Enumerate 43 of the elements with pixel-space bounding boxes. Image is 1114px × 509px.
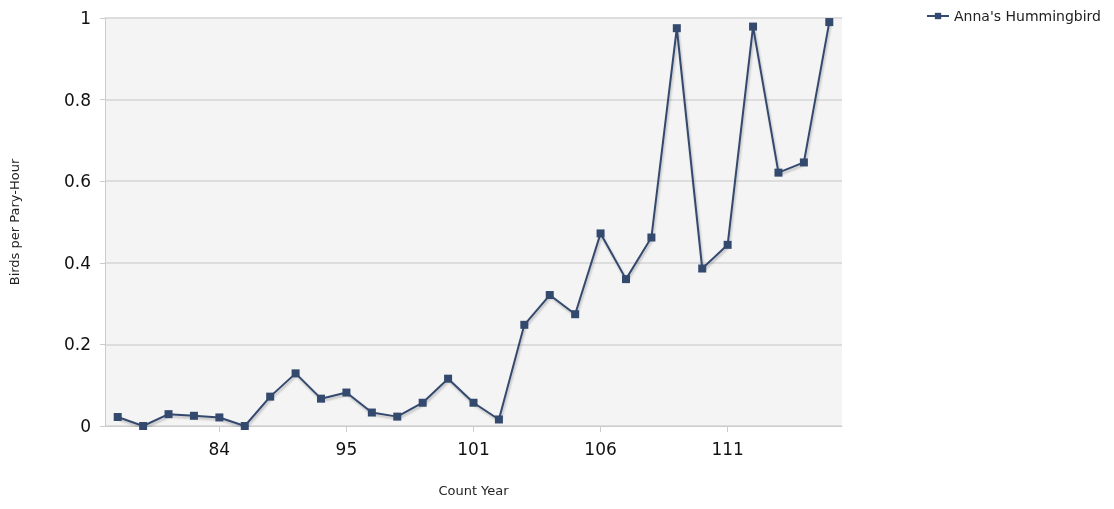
x-tick-label: 101 [457, 438, 490, 459]
point [317, 394, 326, 403]
legend-label: Anna's Hummingbird [954, 8, 1102, 24]
point [672, 24, 681, 33]
y-tick-label: 0.8 [63, 89, 91, 110]
point [494, 415, 503, 424]
y-tick-label: 0.2 [63, 334, 91, 355]
y-tick-label: 0.6 [63, 171, 91, 192]
y-axis-title: Birds per Pary-Hour [7, 158, 22, 286]
point [596, 229, 605, 238]
point [139, 422, 148, 430]
y-tick-label: 0 [80, 416, 91, 436]
point [621, 275, 630, 284]
point [164, 410, 173, 419]
point [444, 374, 453, 383]
point [469, 398, 478, 407]
point [215, 413, 224, 422]
point [799, 158, 808, 167]
point [571, 310, 580, 319]
point [647, 233, 656, 242]
x-tick-label: 84 [208, 438, 231, 459]
point [113, 413, 122, 422]
x-tick-label: 95 [335, 438, 358, 459]
point [825, 18, 834, 27]
x-tick-label: 111 [711, 438, 744, 459]
point [723, 240, 732, 249]
point [698, 264, 707, 273]
y-tick-label: 1 [80, 8, 91, 28]
point [291, 369, 300, 378]
point [774, 168, 783, 177]
point [189, 411, 198, 420]
point [266, 392, 275, 401]
point [240, 422, 249, 430]
point [545, 291, 554, 300]
point [749, 22, 758, 31]
point [367, 408, 376, 417]
point [520, 320, 529, 329]
point [418, 398, 427, 407]
x-tick-label: 106 [584, 438, 617, 459]
point [342, 388, 351, 397]
x-axis-title: Count Year [438, 483, 510, 498]
point [393, 412, 402, 421]
y-tick-label: 0.4 [63, 252, 91, 273]
